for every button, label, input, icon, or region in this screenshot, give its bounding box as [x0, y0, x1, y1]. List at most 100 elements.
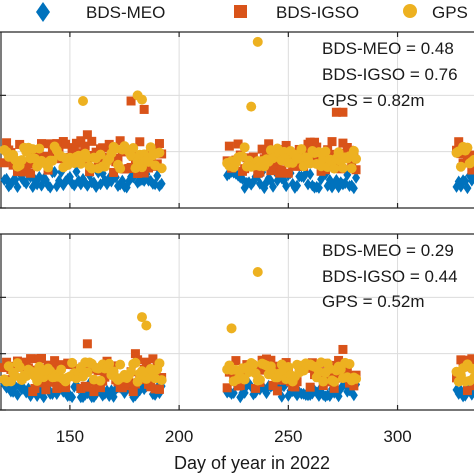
data-point-bds-igso: [266, 355, 276, 365]
annotation-bottom-line-1: BDS-MEO = 0.29: [322, 241, 454, 260]
data-point-gps: [252, 36, 263, 47]
data-point-bds-igso: [251, 383, 261, 393]
data-point-bds-igso: [467, 165, 474, 175]
data-point-bds-igso: [349, 381, 359, 391]
data-point-gps: [154, 147, 165, 158]
data-point-gps: [47, 155, 58, 166]
data-point-bds-igso: [233, 139, 243, 149]
data-point-bds-igso: [312, 142, 322, 152]
data-point-bds-igso: [310, 137, 320, 147]
data-point-gps: [329, 376, 340, 387]
data-point-gps: [348, 145, 359, 156]
data-point-bds-igso: [281, 140, 291, 150]
data-point-bds-meo: [2, 172, 11, 185]
data-point-gps: [226, 323, 237, 334]
data-point-gps: [252, 267, 263, 278]
data-point-bds-igso: [465, 150, 474, 160]
data-point-bds-meo: [153, 169, 162, 182]
data-point-bds-igso: [139, 104, 149, 114]
annotation-top-line-2: BDS-IGSO = 0.76: [322, 65, 458, 84]
data-point-bds-igso: [89, 387, 99, 397]
data-point-bds-igso: [104, 139, 114, 149]
legend-marker-bds-igso: [234, 5, 247, 18]
data-point-bds-igso: [264, 139, 274, 149]
data-point-gps: [248, 359, 259, 370]
data-point-bds-igso: [23, 159, 33, 169]
data-point-gps: [67, 357, 78, 368]
x-tick-label: 200: [165, 427, 193, 446]
data-point-bds-igso: [115, 136, 125, 146]
data-point-gps: [136, 94, 147, 105]
data-point-gps: [154, 358, 165, 369]
data-point-bds-igso: [0, 158, 9, 168]
data-point-bds-igso: [41, 385, 51, 395]
x-tick-labels: 150 200 250 300: [56, 427, 412, 446]
data-point-bds-igso: [277, 165, 287, 175]
annotation-bottom-line-2: BDS-IGSO = 0.44: [322, 267, 458, 286]
data-point-gps: [75, 158, 86, 169]
data-point-bds-igso: [61, 139, 71, 149]
panel-bottom: [0, 233, 474, 411]
data-point-bds-igso: [19, 357, 29, 367]
data-point-bds-igso: [39, 378, 49, 388]
data-point-bds-igso: [95, 383, 105, 393]
data-point-bds-meo: [11, 173, 20, 186]
data-point-bds-igso: [82, 339, 92, 349]
data-point-bds-igso: [15, 139, 25, 149]
annotation-bottom: BDS-MEO = 0.29 BDS-IGSO = 0.44 GPS = 0.5…: [322, 241, 458, 311]
data-point-bds-meo: [293, 179, 302, 192]
data-point-gps: [239, 374, 250, 385]
data-point-bds-igso: [87, 136, 97, 146]
data-point-gps: [337, 162, 348, 173]
legend-marker-gps: [403, 4, 417, 18]
data-point-bds-igso: [45, 377, 55, 387]
data-point-bds-meo: [352, 171, 361, 184]
data-point-bds-igso: [61, 383, 71, 393]
data-point-bds-igso: [462, 386, 472, 396]
data-point-bds-meo: [13, 180, 22, 193]
data-point-bds-igso: [82, 130, 92, 140]
data-point-bds-igso: [290, 382, 300, 392]
data-point-bds-igso: [222, 383, 232, 393]
data-point-gps: [466, 363, 474, 374]
data-point-gps: [130, 357, 141, 368]
data-point-bds-igso: [135, 137, 145, 147]
legend-label-gps: GPS: [432, 3, 468, 22]
data-point-bds-igso: [98, 143, 108, 153]
data-point-gps: [329, 163, 340, 174]
x-tick-label: 150: [56, 427, 84, 446]
data-point-bds-meo: [68, 391, 77, 404]
data-point-bds-meo: [39, 391, 48, 404]
data-point-bds-igso: [331, 107, 341, 117]
data-point-bds-igso: [82, 382, 92, 392]
data-point-bds-igso: [2, 138, 12, 148]
data-point-gps: [469, 154, 474, 165]
data-point-gps: [34, 143, 45, 154]
data-point-bds-igso: [338, 344, 348, 354]
data-point-bds-igso: [148, 354, 158, 364]
data-point-gps: [145, 142, 156, 153]
annotation-bottom-line-3: GPS = 0.52m: [322, 292, 425, 311]
data-point-bds-igso: [235, 380, 245, 390]
data-point-bds-igso: [224, 141, 234, 151]
data-point-bds-igso: [292, 161, 302, 171]
data-point-bds-igso: [30, 383, 40, 393]
data-point-bds-igso: [113, 153, 123, 163]
data-point-gps: [16, 155, 27, 166]
data-point-bds-igso: [467, 354, 474, 364]
data-point-bds-igso: [338, 107, 348, 117]
data-point-gps: [56, 364, 67, 375]
data-point-bds-meo: [349, 389, 358, 402]
data-point-gps: [283, 362, 294, 373]
data-point-gps: [136, 312, 147, 323]
data-point-bds-igso: [454, 137, 464, 147]
legend-marker-bds-meo: [36, 2, 50, 22]
data-point-bds-igso: [257, 144, 267, 154]
data-point-gps: [126, 366, 137, 377]
data-point-bds-igso: [272, 386, 282, 396]
data-point-bds-igso: [154, 384, 164, 394]
legend-label-bds-igso: BDS-IGSO: [276, 3, 359, 22]
data-point-bds-igso: [128, 387, 138, 397]
data-point-gps: [82, 367, 93, 378]
legend: BDS-MEO BDS-IGSO GPS: [36, 2, 468, 22]
